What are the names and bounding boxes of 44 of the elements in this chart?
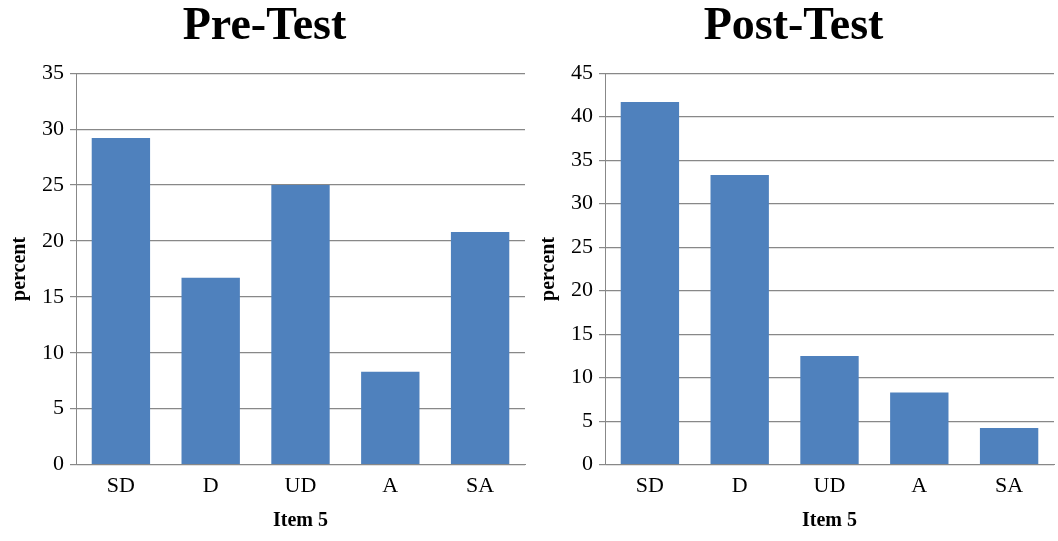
bar (361, 371, 420, 464)
bar (710, 174, 769, 464)
y-tick-label: 45 (571, 58, 593, 84)
y-tick-label: 0 (582, 450, 593, 476)
bar (620, 101, 680, 464)
y-axis-title: percent (7, 236, 31, 301)
bar (450, 232, 510, 464)
y-tick-label: 25 (42, 170, 64, 196)
bar (271, 185, 330, 464)
x-tick-label: D (202, 471, 219, 497)
bar (979, 428, 1039, 464)
bar (800, 355, 859, 464)
x-tick-label: A (382, 471, 399, 497)
y-axis-title: percent (536, 236, 560, 301)
y-tick-label: 0 (53, 450, 64, 476)
y-tick-label: 10 (571, 363, 593, 389)
bar (91, 138, 151, 464)
chart-title: Post-Test (703, 0, 885, 50)
y-tick-label: 5 (582, 406, 593, 432)
x-axis-title: Item 5 (273, 508, 328, 531)
chart-title: Pre-Test (182, 0, 347, 50)
x-axis-title: Item 5 (802, 508, 857, 531)
x-tick-label: SA (995, 471, 1024, 497)
x-tick-label: D (731, 471, 748, 497)
y-tick-label: 5 (53, 394, 64, 420)
y-tick-label: 25 (571, 232, 593, 258)
bar (890, 392, 949, 464)
y-tick-label: 35 (571, 145, 593, 171)
y-tick-label: 30 (571, 189, 593, 215)
y-tick-label: 15 (42, 282, 64, 308)
x-tick-label: UD (813, 471, 846, 497)
x-tick-label: SA (466, 471, 495, 497)
x-tick-label: UD (284, 471, 317, 497)
y-tick-label: 35 (42, 58, 64, 84)
x-tick-label: SD (106, 471, 135, 497)
y-tick-label: 15 (571, 319, 593, 345)
y-tick-label: 20 (571, 276, 593, 302)
x-tick-label: A (911, 471, 928, 497)
y-tick-label: 20 (42, 226, 64, 252)
y-tick-label: 40 (571, 102, 593, 128)
x-tick-label: SD (635, 471, 664, 497)
y-tick-label: 30 (42, 114, 64, 140)
bar (181, 277, 240, 464)
y-tick-label: 10 (42, 338, 64, 364)
